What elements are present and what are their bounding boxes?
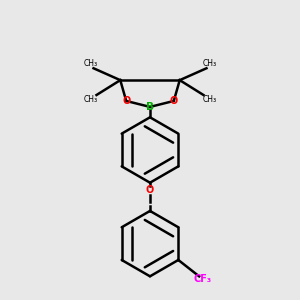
Text: CF₃: CF₃	[193, 274, 211, 284]
Text: O: O	[122, 96, 130, 106]
Text: O: O	[146, 185, 154, 195]
Text: O: O	[170, 96, 178, 106]
Text: CH₃: CH₃	[202, 59, 217, 68]
Text: CH₃: CH₃	[83, 59, 98, 68]
Text: CH₃: CH₃	[83, 95, 98, 104]
Text: CH₃: CH₃	[202, 95, 217, 104]
Text: B: B	[146, 102, 154, 112]
